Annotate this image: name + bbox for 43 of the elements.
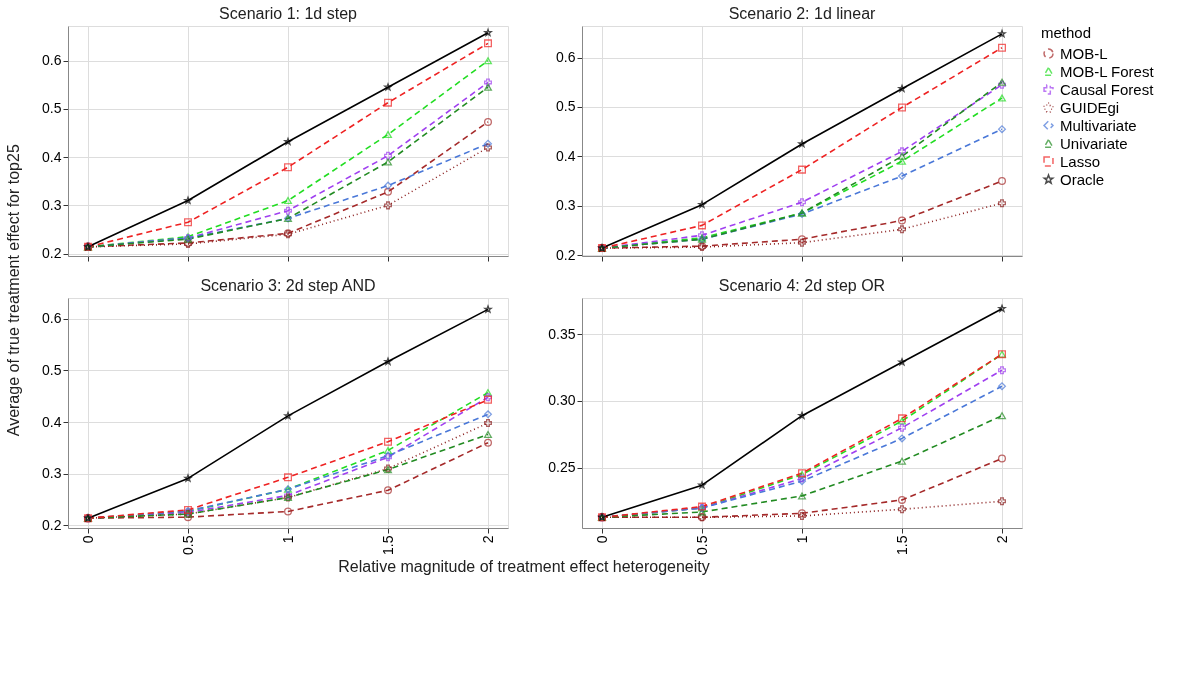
y-tick-label: 0.6 xyxy=(42,52,62,69)
legend-label: GUIDEgi xyxy=(1060,98,1120,116)
y-axis-title: Average of true treatment effect for top25 xyxy=(4,144,22,437)
y-tick-label: 0.5 xyxy=(556,98,576,115)
y-tick-label: 0.6 xyxy=(556,49,576,66)
x-tick-label: 0.5 xyxy=(179,535,196,555)
y-tick-label: 0.3 xyxy=(42,465,62,482)
y-tick-label: 0.4 xyxy=(42,148,62,165)
legend-label: Lasso xyxy=(1060,152,1101,170)
y-tick-label: 0.2 xyxy=(42,245,62,262)
legend-label: Causal Forest xyxy=(1060,80,1155,98)
legend-label: Oracle xyxy=(1060,170,1105,188)
y-tick-label: 0.30 xyxy=(548,392,576,409)
x-tick-label: 1.5 xyxy=(893,535,910,555)
chart-title: Scenario 3: 2d step AND xyxy=(200,277,376,294)
y-tick-label: 0.5 xyxy=(42,361,62,378)
chart-title: Scenario 2: 1d linear xyxy=(728,5,877,22)
y-tick-label: 0.4 xyxy=(42,413,62,430)
y-tick-label: 0.2 xyxy=(42,516,62,533)
x-tick-label: 2 xyxy=(993,535,1010,544)
x-tick-label: 0.5 xyxy=(693,535,710,555)
y-tick-label: 0.6 xyxy=(42,310,62,327)
y-tick-label: 0.25 xyxy=(548,459,576,476)
x-tick-label: 1 xyxy=(279,535,296,544)
legend-label: MOB-L xyxy=(1060,44,1108,62)
x-tick-label: 1.5 xyxy=(379,535,396,555)
x-tick-label: 0 xyxy=(593,535,610,544)
legend-title: method xyxy=(1041,24,1092,41)
x-tick-label: 1 xyxy=(793,535,810,544)
legend-label: MOB-L Forest xyxy=(1060,62,1155,80)
y-tick-label: 0.35 xyxy=(548,325,576,342)
legend-label: Univariate xyxy=(1060,134,1128,152)
x-tick-label: 0 xyxy=(79,535,96,544)
y-tick-label: 0.4 xyxy=(556,147,576,164)
x-axis-title: Relative magnitude of treatment effect heterogeneity xyxy=(338,557,710,575)
x-tick-label: 2 xyxy=(479,535,496,544)
chart-title: Scenario 4: 2d step OR xyxy=(718,277,886,294)
y-tick-label: 0.3 xyxy=(42,196,62,213)
y-tick-label: 0.5 xyxy=(42,100,62,117)
chart-title: Scenario 1: 1d step xyxy=(219,5,358,22)
y-tick-label: 0.3 xyxy=(556,197,576,214)
y-tick-label: 0.2 xyxy=(556,246,576,263)
legend-label: Multivariate xyxy=(1060,116,1137,134)
